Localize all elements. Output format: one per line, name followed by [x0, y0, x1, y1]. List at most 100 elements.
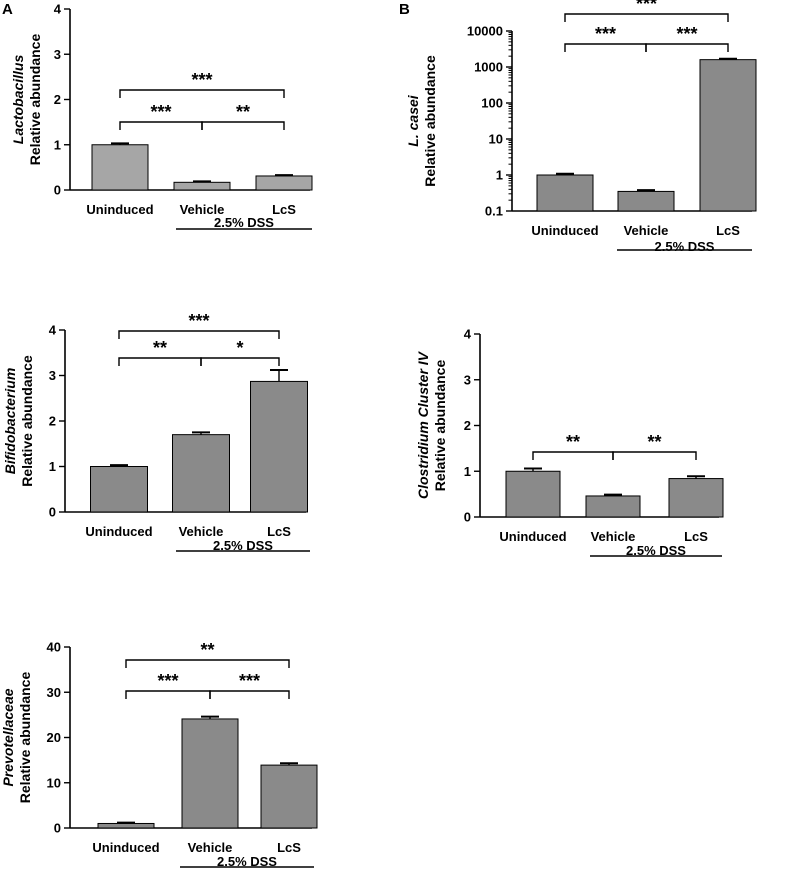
- chart-l-casei: 0.1 1 10 100 1000 10000 L. casei Relative abund…: [405, 0, 757, 254]
- bar-uninduced: [91, 144, 149, 191]
- group-label: 2.5% DSS: [214, 215, 274, 230]
- y-tick-label: 0: [54, 183, 61, 198]
- y-tick-label: 100: [481, 96, 503, 111]
- significance-bracket: [612, 451, 697, 460]
- y-tick-label: 3: [464, 372, 471, 387]
- bar-lcs: [699, 59, 757, 212]
- chart-bifidobacterium: 0 1 2 3 4 Bifidobacterium Relative abundance Un…: [2, 311, 310, 553]
- bar-vehicle: [181, 718, 239, 829]
- significance-stars: ***: [150, 102, 171, 122]
- x-category-label: Uninduced: [531, 223, 598, 238]
- chart-lactobacillus: 0 1 2 3 4 Lactobacillus Relative abundance Unin…: [10, 2, 313, 230]
- group-label: 2.5% DSS: [213, 538, 273, 553]
- significance-stars: **: [236, 102, 250, 122]
- y-axis-label: Relative abundance: [27, 34, 43, 166]
- y-axis-label: Relative abundance: [19, 355, 35, 487]
- significance-bracket: [119, 121, 203, 130]
- bar-lcs: [260, 764, 318, 829]
- significance-bracket: [645, 43, 729, 52]
- significance-stars: ***: [595, 24, 616, 44]
- y-tick-label: 1000: [474, 60, 503, 75]
- significance-stars: ***: [239, 671, 260, 691]
- chart-clostridium-cluster-iv: 0 1 2 3 4 Clostridium Cluster IV Relative abun…: [415, 327, 724, 558]
- y-axis-organism-label: L. casei: [405, 94, 421, 146]
- bar-uninduced: [97, 822, 155, 829]
- y-tick-label: 20: [47, 730, 61, 745]
- significance-stars: *: [236, 338, 243, 358]
- significance-bracket: [200, 357, 280, 366]
- panel-label-b: B: [399, 1, 410, 18]
- bar-vehicle: [585, 495, 641, 518]
- y-tick-label: 4: [464, 327, 472, 342]
- y-tick-label: 3: [49, 368, 56, 383]
- bar-uninduced: [90, 466, 148, 513]
- bar-lcs: [250, 380, 308, 513]
- significance-bracket: [119, 89, 285, 98]
- panel-label-a: A: [2, 1, 13, 18]
- bar-lcs: [668, 478, 724, 518]
- bar-vehicle: [173, 181, 231, 191]
- chart-prevotellaceae: 0 10 20 30 40 Prevotellaceae Relative abundanc…: [0, 640, 318, 869]
- bar-vehicle: [617, 190, 675, 212]
- significance-stars: **: [647, 432, 661, 452]
- y-tick-label: 40: [47, 640, 61, 655]
- y-tick-label: 2: [49, 414, 56, 429]
- significance-stars: ***: [676, 24, 697, 44]
- y-tick-label: 1: [496, 168, 503, 183]
- y-tick-label: 1: [54, 137, 61, 152]
- x-category-label: Vehicle: [624, 223, 669, 238]
- y-tick-label: 1: [464, 464, 471, 479]
- significance-bracket: [125, 659, 290, 668]
- x-category-label: Vehicle: [180, 202, 225, 217]
- group-label: 2.5% DSS: [626, 543, 686, 558]
- y-tick-label: 1: [49, 459, 56, 474]
- y-tick-label: 0.1: [485, 204, 503, 219]
- x-category-label: LcS: [684, 529, 708, 544]
- significance-bracket: [209, 690, 290, 699]
- significance-bracket: [125, 690, 211, 699]
- significance-stars: **: [200, 640, 214, 660]
- x-category-label: Vehicle: [179, 524, 224, 539]
- significance-bracket: [201, 121, 285, 130]
- x-category-label: Vehicle: [188, 840, 233, 855]
- significance-stars: ***: [188, 311, 209, 331]
- y-tick-label: 4: [49, 323, 57, 338]
- x-category-label: Uninduced: [85, 524, 152, 539]
- significance-stars: **: [153, 338, 167, 358]
- y-axis-label: Relative abundance: [432, 360, 448, 492]
- bar-vehicle: [172, 434, 230, 513]
- significance-bracket: [564, 43, 647, 52]
- significance-bracket: [118, 357, 202, 366]
- x-category-label: Uninduced: [92, 840, 159, 855]
- y-tick-label: 2: [464, 418, 471, 433]
- y-tick-label: 0: [49, 505, 56, 520]
- y-tick-label: 10: [47, 775, 61, 790]
- significance-bracket: [532, 451, 614, 460]
- x-category-label: LcS: [716, 223, 740, 238]
- x-category-label: LcS: [272, 202, 296, 217]
- significance-stars: ***: [191, 70, 212, 90]
- group-label: 2.5% DSS: [217, 854, 277, 869]
- y-tick-label: 10000: [467, 24, 503, 39]
- significance-stars: **: [566, 432, 580, 452]
- bar-uninduced: [505, 470, 561, 518]
- y-axis-organism-label: Clostridium Cluster IV: [415, 350, 431, 499]
- y-tick-label: 3: [54, 47, 61, 62]
- x-category-label: Uninduced: [499, 529, 566, 544]
- y-axis-label: Relative abundance: [422, 55, 438, 187]
- y-axis-organism-label: Prevotellaceae: [0, 688, 16, 786]
- x-category-label: Uninduced: [86, 202, 153, 217]
- significance-stars: ***: [636, 0, 657, 14]
- y-axis-organism-label: Lactobacillus: [10, 55, 26, 145]
- bar-lcs: [255, 175, 313, 191]
- y-tick-label: 4: [54, 2, 62, 17]
- significance-stars: ***: [157, 671, 178, 691]
- y-tick-label: 2: [54, 92, 61, 107]
- y-tick-label: 30: [47, 685, 61, 700]
- x-category-label: Vehicle: [591, 529, 636, 544]
- bar-uninduced: [536, 174, 594, 212]
- y-tick-label: 0: [464, 510, 471, 525]
- y-tick-label: 0: [54, 821, 61, 836]
- x-category-label: LcS: [277, 840, 301, 855]
